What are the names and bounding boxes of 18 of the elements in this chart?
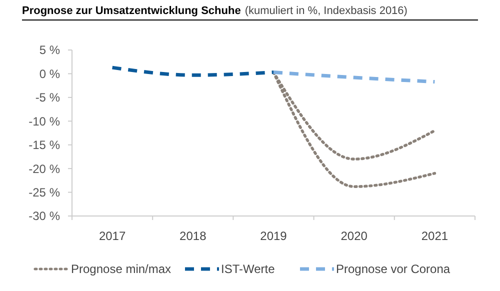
chart-subtitle: (kumuliert in %, Indexbasis 2016)	[244, 5, 408, 17]
x-tick-label: 2021	[421, 229, 448, 243]
y-tick-label: -30 %	[28, 209, 60, 224]
y-tick-label: -25 %	[28, 185, 60, 200]
y-tick-label: -5 %	[35, 90, 60, 105]
y-tick-label: 0 %	[39, 66, 60, 81]
y-tick-label: -10 %	[28, 114, 60, 128]
legend-label: Prognose min/max	[71, 262, 172, 276]
chart-title: Prognose zur Umsatzentwicklung Schuhe	[22, 5, 241, 17]
x-tick-label: 2019	[260, 229, 288, 243]
legend-label: IST-Werte	[221, 262, 276, 276]
x-tick-label: 2018	[180, 229, 207, 243]
y-tick-label: -20 %	[28, 162, 60, 176]
legend-label: Prognose vor Corona	[336, 262, 450, 276]
x-tick-label: 2017	[98, 229, 126, 243]
x-tick-label: 2020	[340, 229, 368, 243]
y-tick-label: 5 %	[39, 43, 60, 58]
y-tick-label: -15 %	[28, 138, 60, 152]
